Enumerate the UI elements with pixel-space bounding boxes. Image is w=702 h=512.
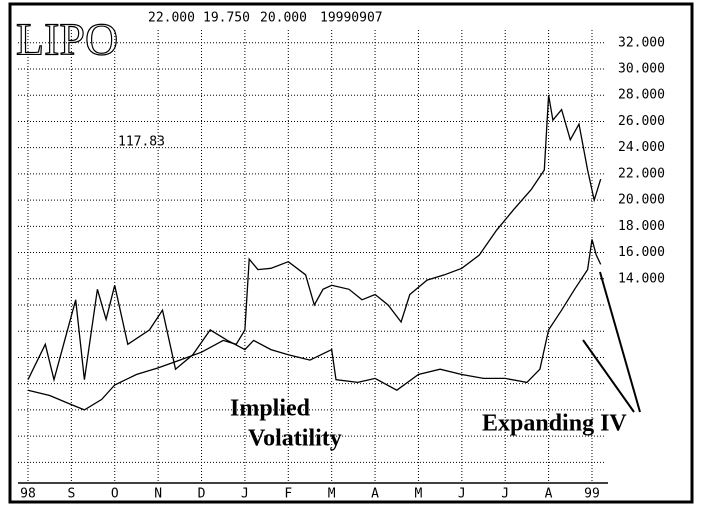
chart-title: LIPO bbox=[16, 14, 118, 65]
x-tick-label: 98 bbox=[20, 487, 36, 502]
y-tick-label: 16.000 bbox=[618, 245, 665, 260]
x-tick-label: A bbox=[371, 487, 379, 502]
y-tick-label: 24.000 bbox=[618, 140, 665, 155]
y-tick-label: 28.000 bbox=[618, 88, 665, 103]
x-tick-label: M bbox=[328, 487, 336, 502]
header-value: 19.750 bbox=[203, 11, 250, 26]
arrow bbox=[599, 271, 641, 413]
y-tick-label: 20.000 bbox=[618, 193, 665, 208]
x-tick-label: N bbox=[154, 487, 162, 502]
y-tick-label: 18.000 bbox=[618, 219, 665, 234]
series-line bbox=[27, 239, 602, 391]
note: 117.83 bbox=[118, 135, 165, 150]
series-line bbox=[27, 95, 602, 411]
x-tick-label: O bbox=[111, 487, 119, 502]
x-tick-label: J bbox=[241, 487, 249, 502]
x-tick-label: S bbox=[67, 487, 75, 502]
annotation: Volatility bbox=[248, 426, 342, 452]
y-tick-label: 22.000 bbox=[618, 166, 665, 181]
y-tick-label: 30.000 bbox=[618, 62, 665, 77]
x-tick-label: J bbox=[458, 487, 466, 502]
header-value: 20.000 bbox=[260, 11, 307, 26]
x-tick-label: A bbox=[545, 487, 553, 502]
y-tick-label: 32.000 bbox=[618, 35, 665, 50]
y-tick-label: 14.000 bbox=[618, 271, 665, 286]
header-value: 19990907 bbox=[320, 11, 383, 26]
x-tick-label: 99 bbox=[584, 487, 600, 502]
header-value: 22.000 bbox=[148, 11, 195, 26]
annotation: Implied bbox=[230, 396, 311, 422]
y-tick-label: 26.000 bbox=[618, 114, 665, 129]
x-tick-label: J bbox=[501, 487, 509, 502]
x-tick-label: F bbox=[284, 487, 292, 502]
x-tick-label: M bbox=[415, 487, 423, 502]
x-tick-label: D bbox=[198, 487, 206, 502]
annotation: Expanding IV bbox=[482, 411, 627, 437]
